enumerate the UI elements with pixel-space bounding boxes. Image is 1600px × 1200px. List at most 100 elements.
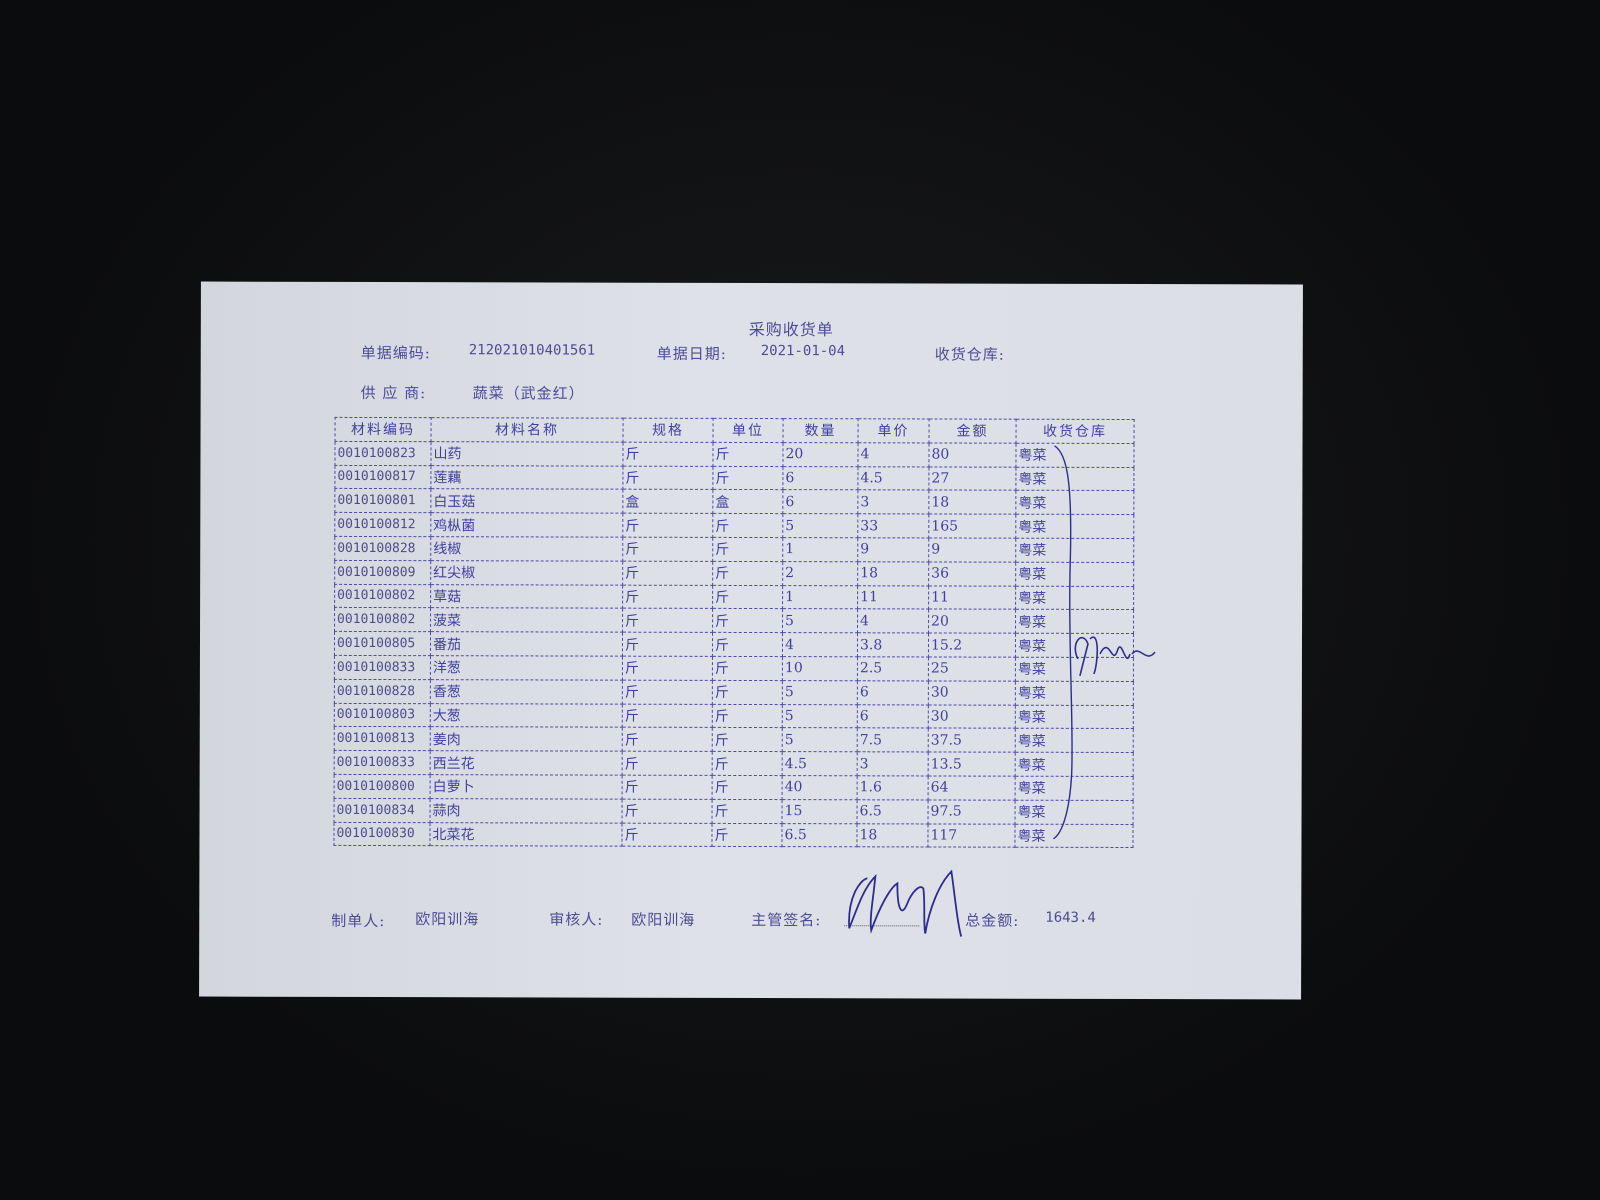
table-cell: 斤 [712, 751, 783, 776]
table-cell: 18 [856, 823, 929, 848]
table-cell: 6 [857, 680, 929, 705]
table-cell: 0010100802 [334, 583, 431, 609]
table-cell: 斤 [712, 608, 783, 633]
table-cell: 斤 [712, 656, 783, 681]
table-cell: 盒 [622, 489, 713, 514]
table-cell: 0010100823 [334, 441, 432, 466]
supervisor-label: 主管签名: [751, 911, 822, 930]
receipt-paper: 采购收货单 单据编码: 212021010401561 单据日期: 2021-0… [199, 281, 1303, 1000]
table-cell: 0010100803 [334, 702, 431, 728]
table-cell: 1 [782, 585, 858, 610]
table-cell: 斤 [622, 513, 713, 538]
supplier-name: 蔬菜（武金红） [472, 384, 585, 403]
table-cell: 165 [928, 514, 1016, 539]
column-header: 单位 [713, 418, 784, 443]
table-cell: 0010100801 [334, 488, 431, 513]
table-row: 0010100809 红尖椒斤斤 2 18 36 粤菜 [334, 560, 1134, 587]
table-cell: 斤 [712, 442, 784, 467]
table-cell: 线椒 [430, 536, 623, 561]
table-cell: 香葱 [430, 679, 623, 704]
table-cell: 18 [928, 490, 1016, 515]
total-amount: 1643.4 [1045, 909, 1096, 926]
table-cell: 5 [782, 608, 858, 633]
table-cell: 姜肉 [430, 727, 623, 752]
column-header: 数量 [783, 418, 859, 443]
table-cell: 0010100833 [334, 750, 431, 775]
table-cell: 9 [928, 537, 1016, 562]
table-cell: 6.5 [857, 799, 929, 824]
table-cell: 20 [782, 442, 859, 467]
table-cell: 斤 [712, 703, 783, 728]
table-row: 0010100828 香葱斤斤 5 6 30 粤菜 [334, 679, 1134, 706]
table-cell: 斤 [622, 798, 713, 823]
table-cell: 4 [857, 609, 929, 634]
table-cell: 斤 [712, 632, 783, 657]
table-cell: 5 [782, 513, 858, 538]
table-cell: 西兰花 [430, 750, 623, 776]
table-cell: 3 [857, 490, 929, 515]
table-cell: 斤 [712, 584, 783, 609]
table-cell: 25 [928, 656, 1016, 681]
column-header: 材料名称 [431, 417, 624, 442]
table-cell: 斤 [622, 537, 713, 562]
table-cell: 64 [928, 775, 1016, 800]
table-cell: 草菇 [430, 584, 623, 609]
table-cell: 33 [857, 513, 929, 538]
table-cell: 0010100817 [334, 465, 431, 490]
table-row: 0010100833 西兰花斤斤 4.5 3 13.5 粤菜 [334, 750, 1134, 777]
table-cell: 7.5 [857, 728, 929, 753]
table-cell: 番茄 [430, 631, 623, 657]
table-cell: 0010100833 [334, 655, 431, 680]
table-cell: 1 [782, 537, 858, 562]
table-row: 0010100828 线椒斤斤 1 9 9 粤菜 [334, 536, 1134, 563]
reviewer-label: 审核人: [549, 910, 604, 929]
table-cell: 4 [782, 632, 858, 657]
table-cell: 斤 [622, 703, 713, 728]
table-cell: 斤 [712, 775, 783, 800]
table-cell: 1.6 [857, 775, 929, 800]
table-cell: 斤 [622, 727, 713, 752]
table-cell: 大葱 [430, 703, 623, 728]
column-header: 金额 [929, 418, 1017, 443]
table-row: 0010100800 白萝卜斤斤 40 1.6 64 粤菜 [334, 774, 1134, 801]
table-cell: 斤 [711, 822, 783, 847]
table-cell: 斤 [712, 799, 783, 824]
table-cell: 蒜肉 [430, 798, 623, 823]
table-cell: 北菜花 [429, 822, 623, 847]
table-cell: 0010100800 [334, 774, 431, 799]
table-cell: 斤 [622, 560, 713, 585]
column-header: 单价 [858, 418, 930, 443]
table-cell: 白萝卜 [430, 774, 623, 799]
table-cell: 40 [782, 775, 858, 800]
supervisor-signature [848, 869, 963, 937]
table-row: 0010100802 草菇斤斤 1 11 11 粤菜 [334, 583, 1134, 610]
total-label: 总金额: [965, 911, 1020, 930]
doc-no: 212021010401561 [468, 342, 596, 359]
table-cell: 0010100802 [334, 607, 431, 632]
table-cell: 0010100834 [334, 798, 431, 823]
table-cell: 11 [857, 585, 929, 610]
table-cell: 6 [857, 704, 929, 729]
table-cell: 2.5 [857, 656, 929, 681]
table-cell: 0010100828 [334, 536, 431, 561]
table-cell: 20 [928, 609, 1016, 634]
table-cell: 莲藕 [430, 465, 623, 490]
items-table: 材料编码 材料名称 规格 单位 数量 单价 金额 收货仓库 0010100823 山药斤斤 20 4… [333, 417, 1135, 848]
table-cell: 30 [928, 680, 1016, 705]
table-cell: 斤 [622, 632, 713, 657]
table-cell: 斤 [621, 822, 713, 847]
table-cell: 30 [928, 704, 1016, 729]
table-cell: 97.5 [928, 799, 1016, 824]
table-cell: 斤 [622, 656, 713, 681]
table-cell: 5 [782, 727, 858, 752]
table-cell: 4.5 [857, 466, 929, 491]
table-cell: 15 [782, 799, 858, 824]
table-cell: 11 [928, 585, 1016, 610]
table-row: 0010100801 白玉菇盒盒 6 3 18 粤菜 [334, 488, 1134, 515]
table-cell: 6 [782, 466, 858, 491]
table-cell: 斤 [622, 465, 713, 490]
table-row: 0010100802 菠菜斤斤 5 4 20 粤菜 [334, 607, 1134, 634]
table-cell: 18 [857, 561, 929, 586]
table-cell: 鸡枞菌 [430, 512, 623, 538]
table-cell: 6 [782, 489, 858, 514]
